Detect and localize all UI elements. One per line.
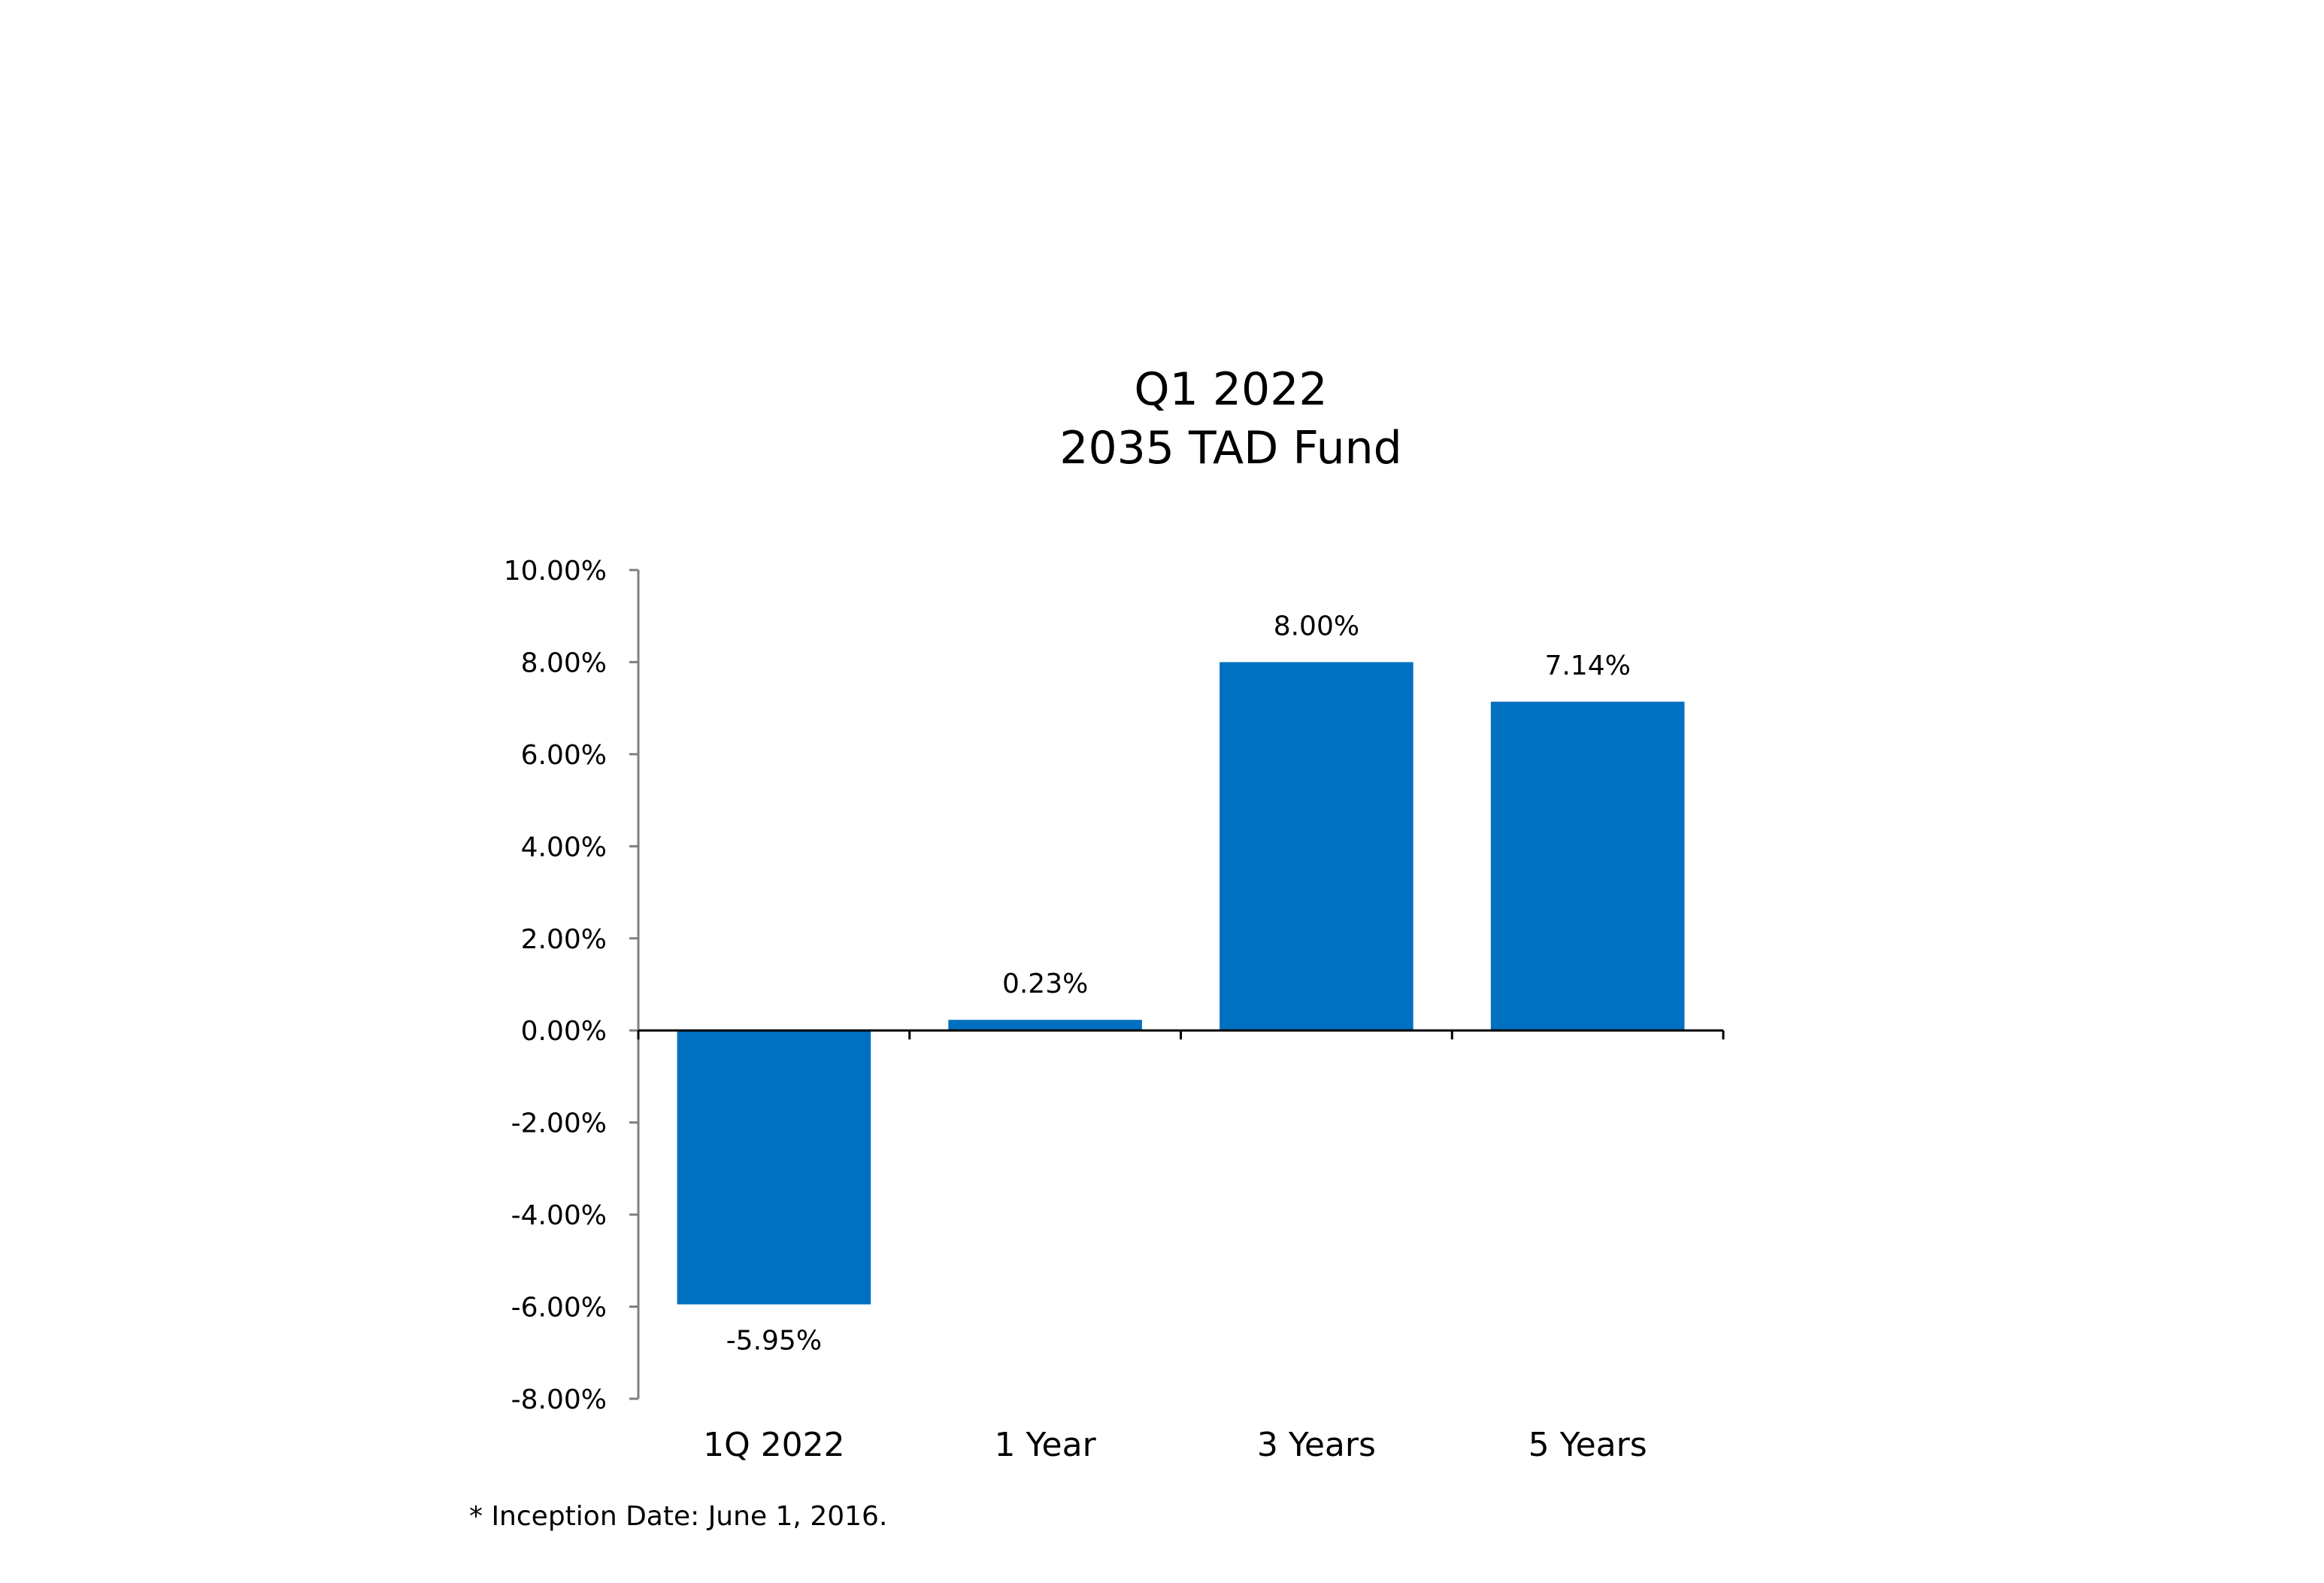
x-category-label: 1Q 2022 <box>703 1426 845 1464</box>
footnote: * Inception Date: June 1, 2016. <box>469 1501 887 1532</box>
y-tick-label: -8.00% <box>511 1384 607 1415</box>
bar <box>1220 662 1413 1031</box>
bar <box>1490 702 1685 1031</box>
y-axis: 10.00% 8.00% 6.00% 4.00% 2.00% 0.00% -2.00% -4.… <box>504 556 640 1415</box>
data-labels: -5.95% 0.23% 8.00% 7.14% <box>726 611 1631 1356</box>
data-label: -5.95% <box>726 1325 822 1356</box>
bar <box>677 1030 871 1305</box>
y-tick-label: 8.00% <box>521 647 607 678</box>
chart-title: Q1 2022 2035 TAD Fund <box>1059 363 1401 475</box>
bars <box>677 662 1685 1305</box>
x-category-label: 3 Years <box>1257 1426 1376 1464</box>
chart-title-line-1: Q1 2022 <box>1134 363 1327 416</box>
category-labels: 1Q 2022 1 Year 3 Years 5 Years <box>703 1426 1647 1464</box>
y-tick-label: -4.00% <box>511 1200 607 1231</box>
data-label: 0.23% <box>1002 969 1088 999</box>
y-tick-label: 0.00% <box>521 1016 607 1047</box>
x-category-label: 1 Year <box>995 1426 1097 1464</box>
y-tick-label: 6.00% <box>521 740 607 771</box>
bar <box>948 1020 1142 1031</box>
x-category-label: 5 Years <box>1529 1426 1647 1464</box>
y-tick-label: 4.00% <box>521 832 607 863</box>
y-tick-label: -6.00% <box>511 1293 607 1324</box>
chart-title-line-2: 2035 TAD Fund <box>1059 422 1401 475</box>
data-label: 8.00% <box>1274 611 1359 641</box>
y-tick-label: 2.00% <box>521 924 607 955</box>
y-tick-label: 10.00% <box>504 556 607 587</box>
x-axis <box>637 1029 1725 1040</box>
data-label: 7.14% <box>1544 650 1630 681</box>
y-tick-label: -2.00% <box>511 1108 607 1139</box>
